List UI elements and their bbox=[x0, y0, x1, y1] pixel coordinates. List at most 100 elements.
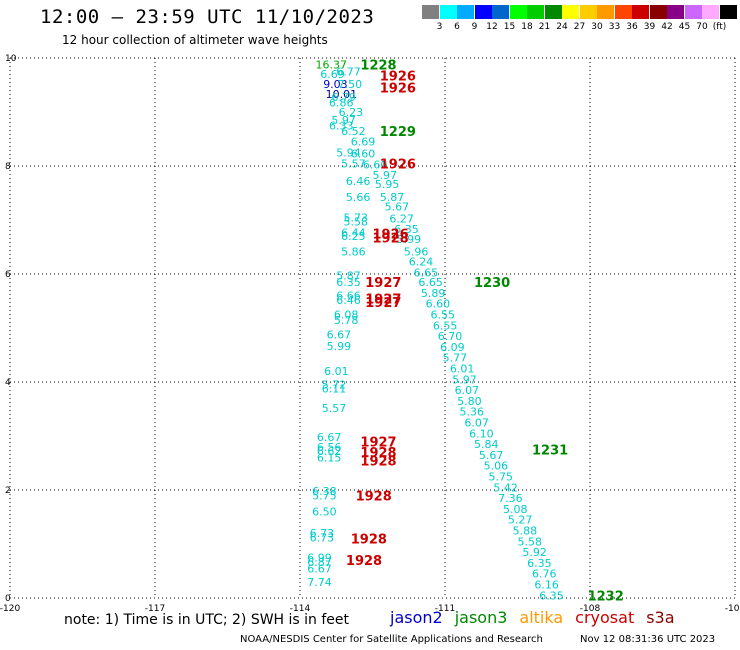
data-point-label: 5.67 bbox=[479, 449, 504, 462]
time-annotation: 1927 bbox=[365, 292, 401, 307]
data-point-label: 5.97 bbox=[452, 373, 477, 386]
time-annotation: 1231 bbox=[532, 444, 568, 459]
data-point-label: 6.25 bbox=[341, 230, 366, 243]
time-annotation: 1928 bbox=[346, 554, 382, 569]
data-point-label: 6.55 bbox=[431, 309, 456, 322]
colorbar-swatch bbox=[667, 5, 684, 19]
time-annotation: 1927 bbox=[360, 435, 396, 450]
time-annotation: 1927 bbox=[365, 276, 401, 291]
data-point-label: 6.67 bbox=[307, 562, 332, 575]
colorbar-swatch bbox=[649, 5, 667, 19]
data-point-label: 5.66 bbox=[346, 191, 371, 204]
colorbar-label: (ft) bbox=[712, 22, 727, 32]
data-point-label: 6.67 bbox=[317, 431, 342, 444]
data-point-label: 5.77 bbox=[443, 352, 468, 365]
x-tick-label: -105 bbox=[725, 604, 740, 614]
x-tick-label: -108 bbox=[580, 604, 601, 614]
data-point-label: 6.65 bbox=[414, 266, 439, 279]
colorbar-swatch bbox=[579, 5, 597, 19]
data-point-label: 5.73 bbox=[344, 211, 369, 224]
colorbar-swatch bbox=[422, 5, 439, 19]
colorbar-label: 18 bbox=[521, 22, 533, 32]
data-point-label: 5.84 bbox=[474, 438, 499, 451]
data-point-label: 5.42 bbox=[493, 481, 518, 494]
data-point-label: 6.66 bbox=[336, 290, 361, 303]
colorbar-label: 9 bbox=[471, 22, 478, 32]
data-point-label: 6.77 bbox=[336, 66, 361, 79]
data-point-label: 5.75 bbox=[489, 471, 514, 484]
data-point-label: 5.95 bbox=[375, 178, 400, 191]
colorbar-label: 12 bbox=[486, 22, 498, 32]
data-point-label: 5.86 bbox=[341, 245, 366, 258]
colorbar-swatch bbox=[439, 5, 457, 19]
satellite-label: cryosat bbox=[575, 608, 635, 627]
data-point-label: 5.78 bbox=[334, 314, 359, 327]
data-point-label: 6.15 bbox=[317, 452, 342, 465]
data-point-label: 6.01 bbox=[450, 363, 475, 376]
time-annotation: 1928 bbox=[356, 489, 392, 504]
data-point-label: 6.35 bbox=[539, 589, 564, 602]
colorbar-swatch bbox=[562, 5, 579, 19]
data-point-label: 6.01 bbox=[324, 365, 349, 378]
data-point-label: 5.96 bbox=[404, 245, 429, 258]
page-subtitle: 12 hour collection of altimeter wave hei… bbox=[62, 33, 328, 47]
data-point-label: 5.67 bbox=[385, 201, 410, 214]
data-point-label: 6.23 bbox=[339, 106, 364, 119]
data-point-label: 6.11 bbox=[322, 382, 347, 395]
time-annotation: 1232 bbox=[588, 589, 624, 604]
data-point-label: 5.97 bbox=[373, 169, 398, 182]
x-tick-label: -117 bbox=[145, 604, 165, 614]
x-tick-label: -114 bbox=[290, 604, 311, 614]
data-point-label: 6.73 bbox=[310, 532, 335, 545]
y-tick-label: 6 bbox=[5, 270, 11, 280]
data-point-label: 5.80 bbox=[457, 395, 482, 408]
data-point-label: 5.92 bbox=[522, 546, 547, 559]
data-point-label: 6.73 bbox=[310, 527, 335, 540]
data-point-label: 6.35 bbox=[336, 276, 361, 289]
data-point-label: 6.44 bbox=[341, 226, 366, 239]
time-annotation: 1229 bbox=[380, 125, 416, 140]
colorbar-label: 42 bbox=[661, 22, 673, 32]
time-annotation: 1928 bbox=[351, 533, 387, 548]
data-point-label: 5.99 bbox=[327, 340, 352, 353]
data-point-label: 6.70 bbox=[438, 330, 463, 343]
time-annotation: 1230 bbox=[474, 276, 510, 291]
colorbar-swatch bbox=[597, 5, 614, 19]
data-point-label: 7.74 bbox=[307, 576, 332, 589]
colorbar-label: 45 bbox=[678, 22, 691, 32]
data-point-label: 5.58 bbox=[518, 535, 543, 548]
y-tick-label: 10 bbox=[5, 54, 17, 64]
x-tick-label: -120 bbox=[0, 604, 20, 614]
colorbar-label: 24 bbox=[556, 22, 568, 32]
data-point-label: 6.35 bbox=[527, 557, 552, 570]
footer-note: note: 1) Time is in UTC; 2) SWH is in fe… bbox=[64, 612, 350, 628]
footer-timestamp: Nov 12 08:31:36 UTC 2023 bbox=[580, 634, 716, 645]
data-point-label: 5.75 bbox=[312, 489, 337, 502]
time-annotation: 1926 bbox=[380, 82, 416, 97]
satellite-label: altika bbox=[519, 608, 564, 627]
y-tick-label: 2 bbox=[5, 486, 11, 496]
data-point-label: 6.35 bbox=[394, 223, 419, 236]
data-point-label: 5.72 bbox=[322, 379, 347, 392]
data-point-label: 6.46 bbox=[336, 294, 361, 307]
data-point-label: 6.56 bbox=[317, 441, 342, 454]
data-point-label: 5.94 bbox=[336, 147, 361, 160]
data-point-label: 10.01 bbox=[326, 88, 358, 101]
data-point-label: 6.69 bbox=[320, 68, 345, 81]
time-annotation: 1926 bbox=[373, 228, 409, 243]
data-point-label: 5.58 bbox=[344, 216, 369, 229]
data-point-label: 5.97 bbox=[331, 114, 356, 127]
data-point-label: 6.67 bbox=[327, 328, 352, 341]
data-point-label: 5.99 bbox=[397, 233, 422, 246]
data-point-label: 6.55 bbox=[433, 319, 458, 332]
colorbar-swatch bbox=[544, 5, 562, 19]
y-tick-label: 8 bbox=[5, 162, 11, 172]
colorbar-swatch bbox=[474, 5, 492, 19]
colorbar-label: 3 bbox=[436, 22, 443, 32]
colorbar-label: 21 bbox=[538, 22, 551, 32]
page-title: 12:00 — 23:59 UTC 11/10/2023 bbox=[40, 6, 375, 28]
y-tick-label: 0 bbox=[5, 594, 11, 604]
colorbar-label: 6 bbox=[454, 22, 460, 32]
colorbar-label: 27 bbox=[573, 22, 586, 32]
